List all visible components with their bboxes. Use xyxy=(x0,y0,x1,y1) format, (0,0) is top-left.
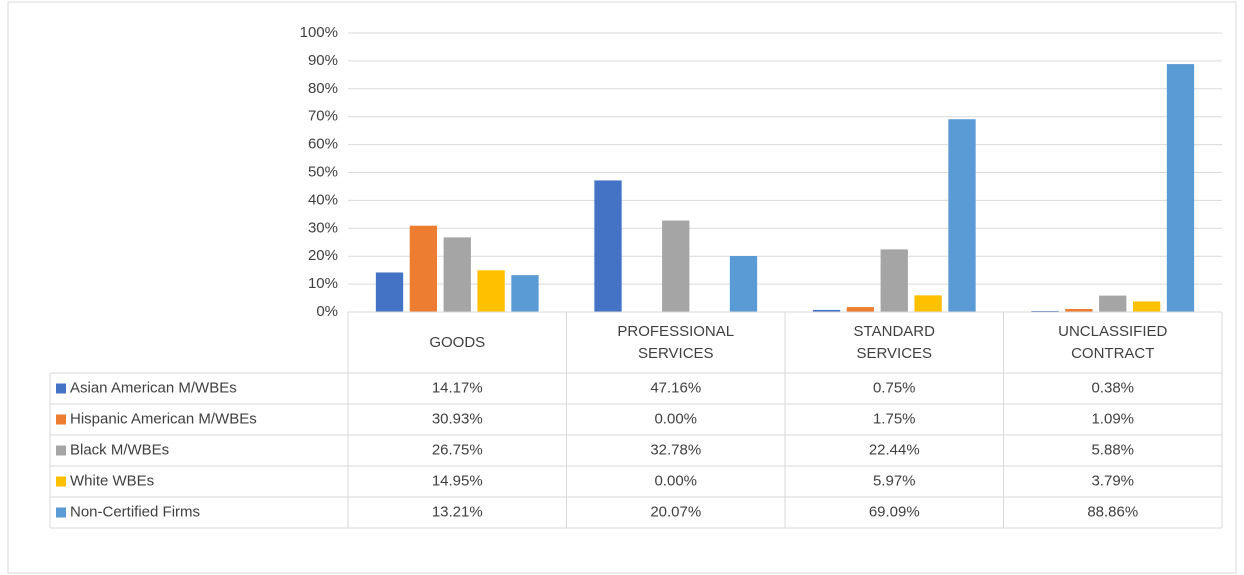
bar xyxy=(662,220,690,312)
bar xyxy=(1099,295,1127,312)
legend-label: Hispanic American M/WBEs xyxy=(70,410,257,427)
category-wrap: PROFESSIONAL SERVICES xyxy=(567,312,786,373)
table-value: 5.88% xyxy=(1091,441,1134,458)
table-value: 1.09% xyxy=(1091,410,1134,427)
bar xyxy=(880,249,908,312)
legend-key xyxy=(56,476,66,487)
bar xyxy=(729,256,758,312)
table-value: 26.75% xyxy=(432,441,483,458)
bar xyxy=(443,237,471,312)
category-wrap: STANDARD SERVICES xyxy=(785,312,1004,373)
legend-label: Black M/WBEs xyxy=(70,441,169,458)
table-value: 69.09% xyxy=(869,503,920,520)
x-tick-label: PROFESSIONAL SERVICES xyxy=(617,322,735,362)
x-tick-label: UNCLASSIFIED CONTRACT xyxy=(1058,322,1168,362)
legend-key xyxy=(56,507,66,518)
table-value: 5.97% xyxy=(873,472,916,489)
category-cell: GOODS xyxy=(348,312,567,373)
x-tick-label: GOODS xyxy=(429,333,486,351)
y-tick-label: 20% xyxy=(308,247,338,264)
x-tick-label: STANDARD SERVICES xyxy=(853,322,935,362)
table-value: 22.44% xyxy=(869,441,920,458)
legend-label: White WBEs xyxy=(70,472,154,489)
legend-label: Asian American M/WBEs xyxy=(70,379,237,396)
y-tick-label: 0% xyxy=(316,303,338,320)
y-tick-label: 50% xyxy=(308,163,338,180)
y-tick-label: 10% xyxy=(308,275,338,292)
category-cell: STANDARD SERVICES xyxy=(785,312,1004,373)
table-value: 47.16% xyxy=(650,379,701,396)
category-cell: UNCLASSIFIED CONTRACT xyxy=(1004,312,1223,373)
bar xyxy=(812,309,841,312)
table-value: 14.95% xyxy=(432,472,483,489)
legend-key xyxy=(56,414,66,425)
table-value: 0.38% xyxy=(1091,379,1134,396)
legend-key xyxy=(56,445,66,456)
table-value: 1.75% xyxy=(873,410,916,427)
category-wrap: GOODS xyxy=(348,312,567,373)
table-value: 0.00% xyxy=(654,410,697,427)
y-tick-label: 40% xyxy=(308,191,338,208)
legend-label: Non-Certified Firms xyxy=(70,503,200,520)
category-cell: PROFESSIONAL SERVICES xyxy=(567,312,786,373)
y-tick-label: 100% xyxy=(300,24,338,41)
category-wrap: UNCLASSIFIED CONTRACT xyxy=(1004,312,1223,373)
bar xyxy=(1065,308,1093,312)
bar xyxy=(1132,301,1161,312)
bar xyxy=(477,270,505,312)
table-value: 20.07% xyxy=(650,503,701,520)
chart-border xyxy=(7,1,1237,574)
bar xyxy=(914,295,942,312)
table-value: 30.93% xyxy=(432,410,483,427)
bar xyxy=(375,272,404,312)
bar xyxy=(409,225,438,312)
table-value: 13.21% xyxy=(432,503,483,520)
legend-key xyxy=(56,383,66,394)
bar xyxy=(594,180,622,312)
y-tick-label: 80% xyxy=(308,80,338,97)
bar xyxy=(1166,64,1195,312)
table-value: 0.00% xyxy=(654,472,697,489)
y-tick-label: 90% xyxy=(308,52,338,69)
bar xyxy=(511,275,539,312)
y-tick-label: 70% xyxy=(308,108,338,125)
bar xyxy=(846,307,875,312)
y-tick-label: 60% xyxy=(308,136,338,153)
bar xyxy=(948,119,976,313)
table-value: 88.86% xyxy=(1087,503,1138,520)
table-value: 14.17% xyxy=(432,379,483,396)
bar xyxy=(1031,310,1059,312)
table-value: 0.75% xyxy=(873,379,916,396)
table-value: 3.79% xyxy=(1091,472,1134,489)
y-tick-label: 30% xyxy=(308,219,338,236)
table-value: 32.78% xyxy=(650,441,701,458)
